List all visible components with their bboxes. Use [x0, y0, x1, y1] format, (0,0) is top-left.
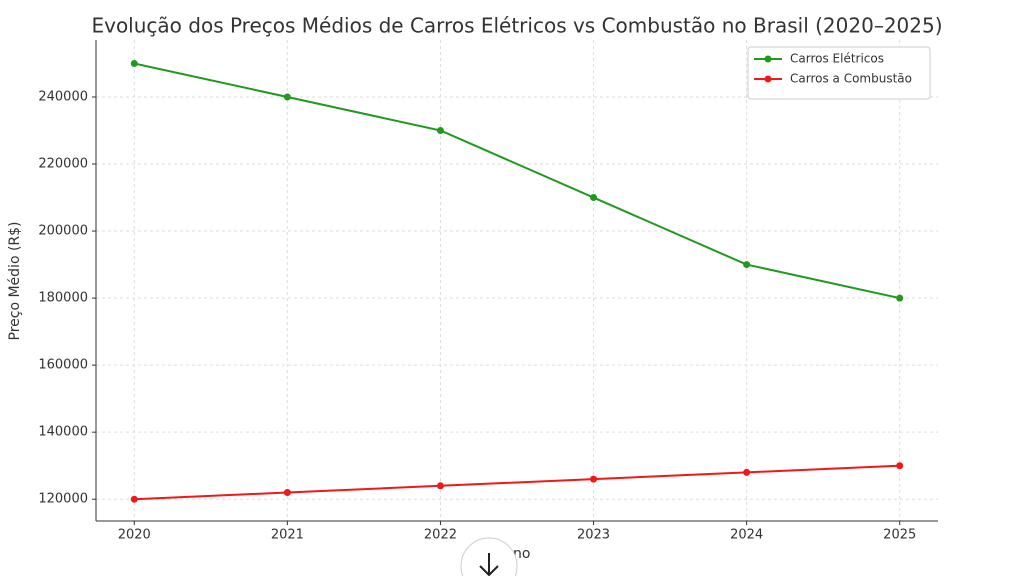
- y-tick-label: 180000: [38, 291, 88, 306]
- legend-box: [747, 46, 931, 100]
- y-axis-label: Preço Médio (R$): [7, 221, 23, 340]
- x-tick-label: 2020: [118, 528, 151, 543]
- x-tick-label: 2025: [883, 528, 916, 543]
- y-tick-label: 240000: [38, 89, 88, 104]
- data-point: [436, 482, 444, 490]
- data-point: [436, 127, 444, 135]
- data-point: [283, 489, 291, 497]
- data-point: [896, 294, 904, 302]
- data-point: [590, 475, 598, 483]
- data-point: [743, 261, 751, 269]
- scroll-down-button[interactable]: [460, 537, 518, 576]
- x-tick-label: 2024: [730, 528, 763, 543]
- y-tick-label: 220000: [38, 157, 88, 172]
- data-point: [130, 495, 138, 503]
- series-line: [134, 62, 900, 300]
- data-point: [743, 468, 751, 476]
- y-tick-label: 160000: [38, 358, 88, 373]
- data-point: [590, 194, 598, 202]
- data-point: [283, 93, 291, 101]
- x-tick-label: 2021: [271, 528, 304, 543]
- series-line: [134, 464, 900, 501]
- x-tick-label: 2023: [577, 528, 610, 543]
- chart-title: Evolução dos Preços Médios de Carros Elé…: [91, 14, 942, 38]
- y-tick-label: 200000: [38, 224, 88, 239]
- y-tick-label: 120000: [38, 492, 88, 507]
- legend-marker: [764, 75, 772, 83]
- x-tick-label: 2022: [424, 528, 457, 543]
- data-point: [896, 462, 904, 470]
- legend-marker: [764, 55, 772, 63]
- legend-label: Carros Elétricos: [790, 52, 884, 66]
- y-tick-label: 140000: [38, 425, 88, 440]
- legend-label: Carros a Combustão: [790, 72, 912, 86]
- data-point: [130, 59, 138, 67]
- arrow-icon: [479, 553, 499, 576]
